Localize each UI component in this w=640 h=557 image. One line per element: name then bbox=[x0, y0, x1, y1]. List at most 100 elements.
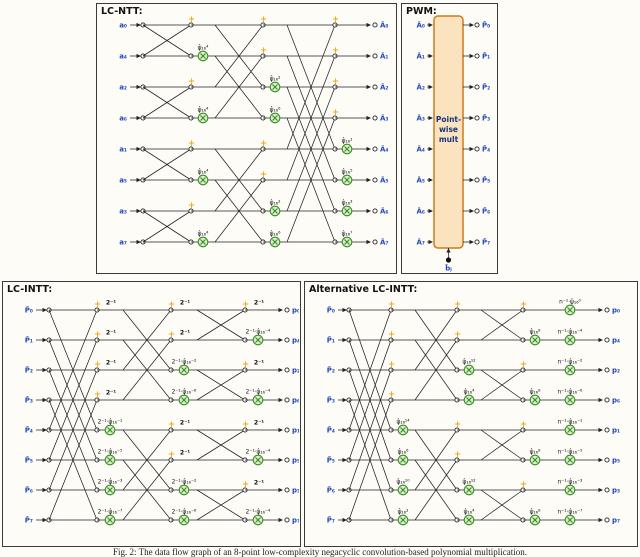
wire bbox=[414, 459, 458, 521]
panel-lc-intt: P̂₀ P̂₁ P̂₂ P̂₃ P̂₄ P̂₅ P̂₆ P̂₇ +2⁻¹ +2⁻¹ +2⁻¹ +2⁻¹… bbox=[2, 281, 301, 547]
output-label: Â₇ bbox=[380, 237, 388, 246]
twiddle-mult-icon bbox=[529, 394, 541, 406]
mult-x bbox=[107, 427, 113, 433]
twiddle-label: ψ̂₁₆¹ bbox=[342, 138, 353, 145]
arrowhead-icon bbox=[446, 248, 451, 253]
arrowhead-icon bbox=[278, 367, 283, 373]
node-dot bbox=[284, 367, 290, 373]
twiddle-label: 2⁻¹·ψ̂₁₆⁻⁷ bbox=[98, 509, 123, 516]
wire bbox=[196, 429, 246, 461]
mult-x bbox=[466, 397, 472, 403]
mult-x bbox=[181, 367, 187, 373]
node-dot bbox=[284, 397, 290, 403]
arrowhead-icon bbox=[278, 307, 283, 313]
twiddle-label: ψ̂₁₆² bbox=[270, 200, 281, 207]
output-label: p₇ bbox=[292, 516, 299, 524]
twiddle-mult-icon bbox=[197, 174, 209, 186]
input-label: a₀ bbox=[119, 21, 127, 29]
output-label: Â₆ bbox=[380, 206, 388, 215]
twiddle-mult-icon bbox=[463, 394, 475, 406]
mult-x bbox=[466, 367, 472, 373]
twiddle-mult-icon bbox=[397, 484, 409, 496]
scale-label: 2⁻¹ bbox=[180, 300, 191, 307]
final-scale-label: n⁻¹·ψ̂₁₆⁰ bbox=[559, 299, 581, 306]
wire bbox=[348, 369, 392, 491]
arrowhead-icon bbox=[598, 517, 603, 523]
node-dot bbox=[604, 457, 610, 463]
add-plus-icon: + bbox=[260, 139, 267, 149]
arrowhead-icon bbox=[136, 177, 141, 183]
arrowhead-icon bbox=[136, 22, 141, 28]
add-plus-icon: + bbox=[332, 15, 339, 25]
node-dot bbox=[372, 177, 378, 183]
arrowhead-icon bbox=[428, 208, 433, 214]
output-label: p₃ bbox=[612, 486, 620, 494]
arrowhead-icon bbox=[42, 517, 47, 523]
output-label: p₅ bbox=[292, 456, 299, 464]
wire bbox=[122, 339, 172, 401]
coeff-input-dot bbox=[445, 257, 452, 263]
twiddle-mult-icon bbox=[341, 174, 353, 186]
input-label: a₇ bbox=[119, 238, 127, 246]
output-label: p₁ bbox=[612, 426, 620, 434]
mult-x bbox=[272, 239, 278, 245]
add-plus-icon: + bbox=[332, 77, 339, 87]
wire bbox=[48, 369, 98, 491]
node-dot bbox=[604, 427, 610, 433]
node-dot bbox=[604, 337, 610, 343]
mult-x bbox=[344, 239, 350, 245]
mult-x bbox=[181, 487, 187, 493]
twiddle-mult-icon bbox=[564, 424, 576, 436]
twiddle-label: ψ̂₁₆⁴ bbox=[198, 45, 209, 52]
add-plus-icon: + bbox=[242, 360, 249, 370]
arrowhead-icon bbox=[469, 239, 474, 245]
arrowhead-icon bbox=[42, 397, 47, 403]
lc-ntt-diagram: a₀ a₄ a₂ a₆ a₁ a₅ a₃ a₇ + ψ̂₁₆⁴ + ψ̂₁₆⁴ + ψ̂₁₆⁴ + ψ̂₁₆⁴… bbox=[119, 15, 388, 248]
input-label: P̂₇ bbox=[25, 516, 33, 524]
arrowhead-icon bbox=[42, 337, 47, 343]
node-dot bbox=[284, 487, 290, 493]
add-plus-icon: + bbox=[94, 360, 101, 370]
mult-x bbox=[532, 397, 538, 403]
twiddle-label: ψ̂₁₆⁸ bbox=[530, 449, 541, 456]
twiddle-label: ψ̂₁₆¹² bbox=[462, 479, 475, 486]
add-plus-icon: + bbox=[260, 170, 267, 180]
add-plus-icon: + bbox=[388, 390, 395, 400]
arrowhead-icon bbox=[136, 208, 141, 214]
pwm-output-label: P̂₆ bbox=[482, 207, 490, 215]
scale-label: 2⁻¹ bbox=[180, 450, 191, 457]
pointwise-mult-box-label: mult bbox=[439, 135, 459, 144]
node-dot bbox=[284, 457, 290, 463]
twiddle-mult-icon bbox=[104, 454, 116, 466]
node-dot bbox=[474, 115, 480, 121]
add-plus-icon: + bbox=[454, 450, 461, 460]
arrowhead-icon bbox=[342, 427, 347, 433]
add-plus-icon: + bbox=[332, 108, 339, 118]
twiddle-mult-icon bbox=[178, 514, 190, 526]
mult-x bbox=[400, 517, 406, 523]
twiddle-mult-icon bbox=[529, 334, 541, 346]
add-plus-icon: + bbox=[454, 300, 461, 310]
pwm-output-label: P̂₇ bbox=[482, 238, 490, 246]
mult-x bbox=[532, 337, 538, 343]
mult-x bbox=[344, 146, 350, 152]
twiddle-mult-icon bbox=[197, 112, 209, 124]
wire bbox=[348, 399, 392, 521]
mult-x bbox=[272, 115, 278, 121]
output-label: Â₁ bbox=[380, 51, 388, 60]
scale-label: 2⁻¹ bbox=[254, 480, 265, 487]
arrowhead-icon bbox=[342, 517, 347, 523]
node-dot bbox=[284, 427, 290, 433]
node-dot bbox=[474, 22, 480, 28]
mult-x bbox=[567, 337, 573, 343]
twiddle-mult-icon bbox=[341, 143, 353, 155]
arrowhead-icon bbox=[598, 457, 603, 463]
final-scale-label: n⁻¹·ψ̂₁₆⁻⁷ bbox=[558, 509, 583, 516]
node-dot bbox=[604, 397, 610, 403]
twiddle-mult-icon bbox=[269, 112, 281, 124]
twiddle-mult-icon bbox=[252, 394, 264, 406]
mult-x bbox=[400, 427, 406, 433]
add-plus-icon: + bbox=[332, 46, 339, 56]
twiddle-label: 2⁻¹·ψ̂₁₆⁻⁴ bbox=[246, 509, 271, 516]
pwm-input-label: Â₃ bbox=[417, 113, 425, 122]
